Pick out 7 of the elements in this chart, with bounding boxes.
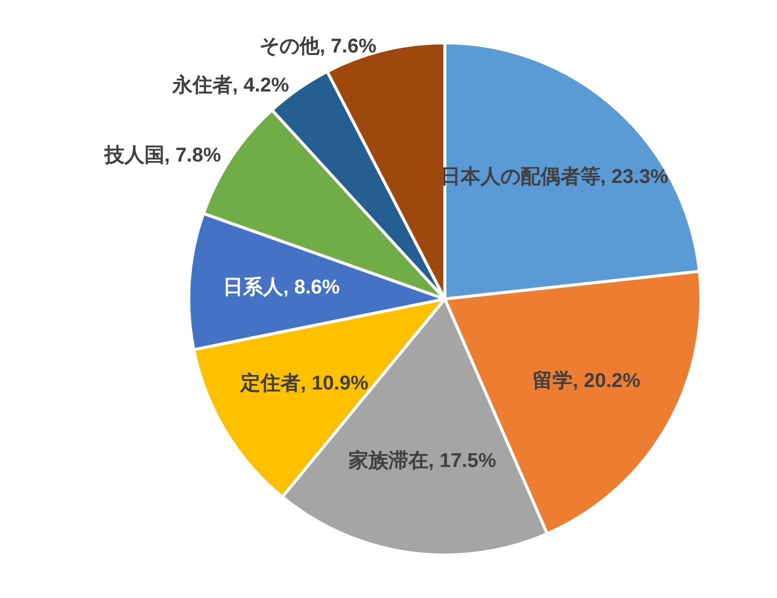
slice-label: 家族滞在, 17.5% xyxy=(347,449,496,472)
slice-label: 技人国, 7.8% xyxy=(103,144,222,166)
slice-label: 永住者, 4.2% xyxy=(171,74,290,97)
slice-label: その他, 7.6% xyxy=(260,35,377,58)
slice-label: 日系人, 8.6% xyxy=(223,275,340,298)
slice-label: 留学, 20.2% xyxy=(532,370,641,392)
slice-label: 定住者, 10.9% xyxy=(240,371,369,394)
